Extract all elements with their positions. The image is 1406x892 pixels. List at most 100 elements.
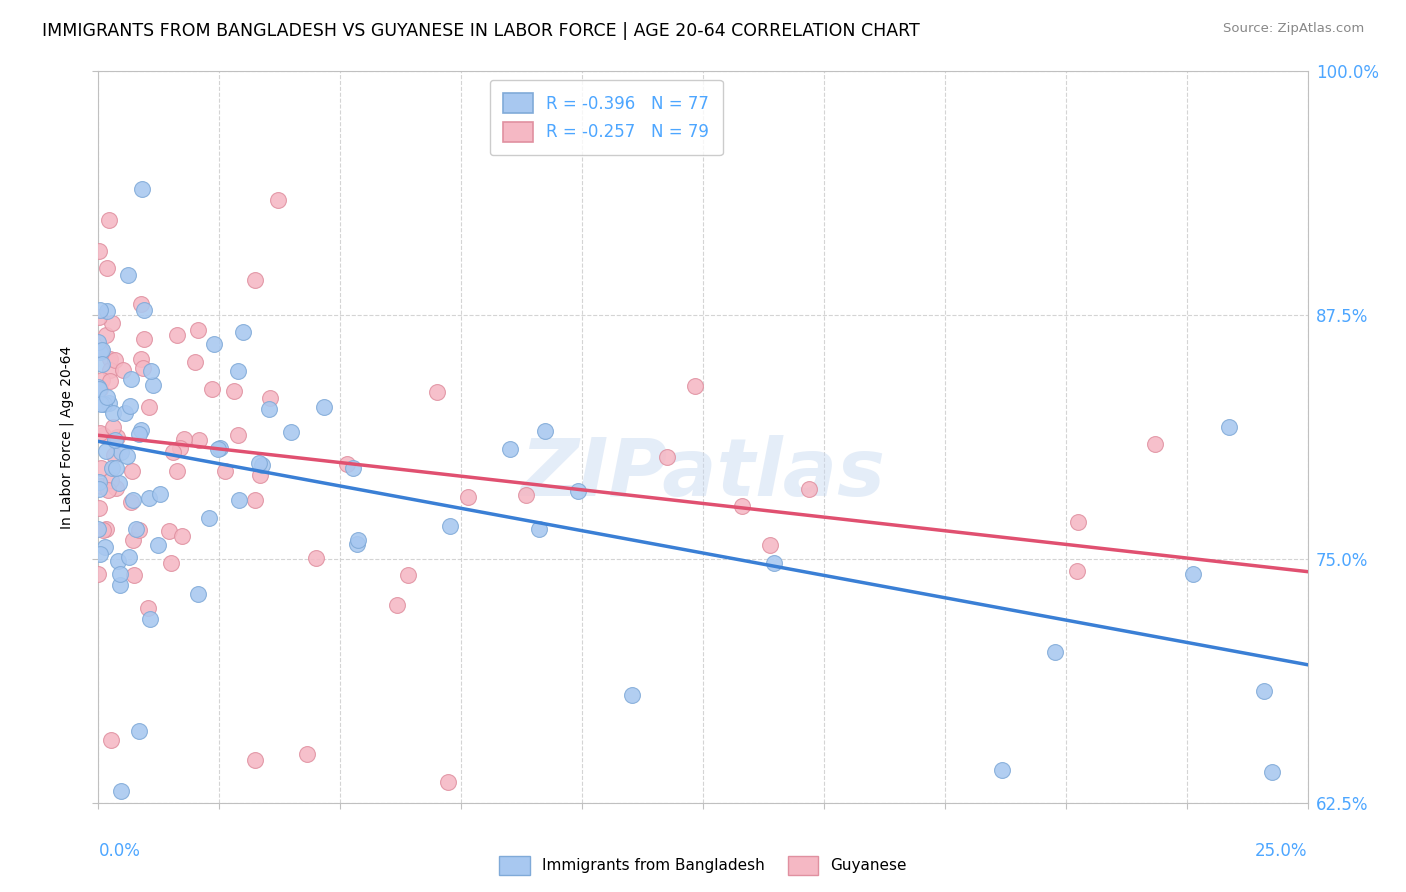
Point [166, 465, 188, 479]
Point [87, 343, 110, 358]
Point [1218, 419, 1240, 434]
Point [1182, 567, 1205, 582]
Point [91, 373, 114, 387]
Point [90, 479, 112, 493]
Point [173, 432, 195, 446]
Point [101, 406, 124, 420]
Point [172, 529, 194, 543]
Point [138, 491, 160, 506]
Point [226, 364, 249, 378]
Point [87, 244, 110, 259]
Point [117, 268, 139, 283]
Point [162, 444, 184, 458]
Point [157, 524, 180, 538]
Point [97, 483, 120, 497]
Point [87, 396, 110, 410]
Point [100, 374, 122, 388]
Point [104, 481, 127, 495]
Point [245, 492, 267, 507]
Point [89, 382, 111, 396]
Point [243, 273, 266, 287]
Point [139, 364, 162, 378]
Point [87, 334, 110, 349]
Point [198, 511, 221, 525]
Point [131, 182, 153, 196]
Point [89, 303, 111, 318]
Point [98, 351, 121, 366]
Point [87, 567, 110, 582]
Point [90, 461, 112, 475]
Point [346, 537, 368, 551]
Point [655, 450, 678, 464]
Point [149, 486, 172, 500]
Point [499, 442, 522, 456]
Point [187, 322, 209, 336]
Point [96, 390, 118, 404]
Point [104, 434, 127, 448]
Point [89, 482, 111, 496]
Point [184, 354, 207, 368]
Point [90, 343, 112, 358]
Point [128, 724, 150, 739]
Point [527, 522, 550, 536]
Point [267, 193, 290, 207]
Point [94, 444, 117, 458]
Point [93, 397, 115, 411]
Point [96, 261, 118, 276]
Point [297, 747, 319, 761]
Point [166, 327, 188, 342]
Point [214, 464, 236, 478]
Point [90, 357, 112, 371]
Point [132, 361, 155, 376]
Point [136, 600, 159, 615]
Point [112, 363, 135, 377]
Point [259, 391, 281, 405]
Point [207, 442, 229, 457]
Point [759, 538, 782, 552]
Point [110, 445, 132, 459]
Point [224, 384, 246, 398]
Point [104, 352, 127, 367]
Point [169, 441, 191, 455]
Point [1043, 645, 1066, 659]
Point [252, 458, 274, 473]
Point [128, 523, 150, 537]
Y-axis label: In Labor Force | Age 20-64: In Labor Force | Age 20-64 [59, 345, 75, 529]
Text: 25.0%: 25.0% [1256, 842, 1308, 860]
Point [91, 524, 114, 538]
Point [129, 297, 152, 311]
Point [87, 310, 110, 324]
Point [129, 351, 152, 366]
Point [100, 316, 122, 330]
Point [280, 425, 302, 439]
Point [94, 522, 117, 536]
Point [160, 556, 183, 570]
Text: ZIPatlas: ZIPatlas [520, 434, 886, 513]
Point [114, 406, 136, 420]
Point [347, 533, 370, 548]
Point [118, 550, 141, 565]
Point [426, 385, 449, 400]
Point [90, 397, 112, 411]
Point [208, 441, 231, 455]
Point [89, 426, 111, 441]
Point [100, 363, 122, 377]
Point [799, 482, 821, 496]
Point [110, 566, 132, 581]
Point [342, 460, 364, 475]
Point [89, 383, 111, 397]
Point [138, 400, 160, 414]
Point [1144, 436, 1167, 450]
Point [87, 380, 110, 394]
Point [122, 533, 145, 547]
Point [731, 500, 754, 514]
Point [515, 487, 537, 501]
Point [683, 379, 706, 393]
Point [103, 448, 125, 462]
Legend: R = -0.396   N = 77, R = -0.257   N = 79: R = -0.396 N = 77, R = -0.257 N = 79 [489, 79, 723, 155]
Point [122, 567, 145, 582]
Point [118, 399, 141, 413]
Point [1067, 515, 1090, 529]
Point [87, 523, 110, 537]
Point [336, 457, 359, 471]
